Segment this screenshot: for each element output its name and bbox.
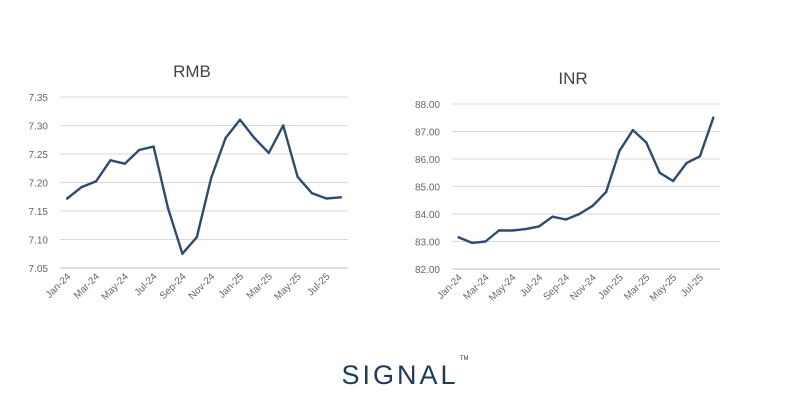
rmb-x-tick-label: Jan-25 bbox=[217, 271, 247, 301]
inr-data-point bbox=[551, 215, 554, 218]
inr-data-point bbox=[524, 227, 527, 231]
rmb-data-point bbox=[267, 151, 270, 155]
inr-y-tick-label: 85.00 bbox=[415, 183, 440, 194]
inr-data-point bbox=[618, 149, 621, 152]
rmb-data-point bbox=[210, 176, 213, 180]
inr-x-tick-label: Nov-24 bbox=[568, 272, 599, 303]
inr-chart-title: INR bbox=[558, 69, 587, 88]
rmb-chart-title: RMB bbox=[173, 62, 211, 81]
rmb-data-point bbox=[166, 206, 170, 210]
rmb-data-point bbox=[94, 180, 98, 183]
inr-y-tick-label: 87.00 bbox=[415, 128, 440, 139]
rmb-y-tick-label: 7.25 bbox=[29, 150, 49, 161]
rmb-data-point bbox=[339, 196, 342, 199]
rmb-x-tick-label: Mar-25 bbox=[245, 271, 275, 301]
inr-data-point bbox=[578, 212, 581, 216]
rmb-x-tick-label: Nov-24 bbox=[187, 271, 218, 302]
rmb-x-tick-label: May-24 bbox=[100, 271, 132, 303]
inr-x-tick-label: May-25 bbox=[648, 272, 680, 304]
rmb-series-line bbox=[65, 118, 342, 255]
rmb-x-tick-label: Sep-24 bbox=[158, 271, 189, 302]
rmb-data-point bbox=[138, 148, 141, 152]
inr-data-point bbox=[564, 218, 568, 221]
inr-x-tick-label: Mar-25 bbox=[622, 272, 652, 302]
rmb-data-point bbox=[238, 118, 242, 122]
inr-data-point bbox=[671, 179, 675, 183]
inr-y-tick-label: 88.00 bbox=[415, 100, 440, 111]
inr-data-point bbox=[511, 229, 514, 232]
inr-y-tick-label: 86.00 bbox=[415, 155, 440, 166]
inr-data-point bbox=[631, 128, 635, 132]
inr-data-point bbox=[658, 171, 661, 174]
rmb-data-point bbox=[253, 136, 256, 140]
inr-data-point bbox=[470, 241, 474, 245]
rmb-data-point bbox=[296, 175, 299, 178]
rmb-data-point bbox=[181, 252, 184, 255]
brand-name: SIGNAL bbox=[341, 360, 459, 390]
signal-logo: SIGNAL TM bbox=[0, 356, 800, 391]
inr-x-tick-label: Mar-24 bbox=[461, 272, 491, 302]
rmb-x-tick-label: Jan-24 bbox=[44, 271, 74, 301]
inr-x-tick-label: Jan-25 bbox=[596, 272, 626, 302]
rmb-data-point bbox=[310, 192, 314, 195]
rmb-data-point bbox=[123, 162, 127, 165]
rmb-y-tick-label: 7.05 bbox=[29, 264, 49, 275]
inr-x-tick-label: Jan-24 bbox=[435, 272, 465, 302]
inr-chart: INR 82.00 83.00 84.00 85.00 86.00 87.00 88.00 Ja… bbox=[415, 69, 720, 304]
rmb-chart: RMB7.057.107.157.207.257.307.35Jan-24Mar… bbox=[29, 62, 348, 303]
rmb-data-point bbox=[152, 145, 155, 148]
rmb-y-tick-label: 7.15 bbox=[29, 207, 49, 218]
rmb-data-point bbox=[282, 124, 285, 127]
rmb-y-tick-label: 7.10 bbox=[29, 236, 49, 247]
inr-data-point bbox=[497, 229, 501, 232]
inr-series-line bbox=[457, 116, 715, 245]
rmb-data-point bbox=[224, 136, 227, 140]
rmb-y-tick-label: 7.20 bbox=[29, 179, 49, 190]
rmb-data-point bbox=[80, 185, 83, 189]
rmb-x-tick-label: Jul-24 bbox=[133, 271, 160, 298]
inr-data-point bbox=[698, 155, 702, 158]
inr-y-tick-label: 82.00 bbox=[415, 265, 440, 276]
inr-x-tick-label: Sep-24 bbox=[541, 272, 572, 303]
inr-data-point bbox=[604, 190, 608, 194]
inr-y-tick-label: 84.00 bbox=[415, 210, 440, 221]
inr-data-point bbox=[591, 204, 594, 207]
inr-data-point bbox=[645, 141, 648, 144]
inr-data-point bbox=[685, 161, 688, 165]
inr-x-tick-label: May-24 bbox=[487, 272, 519, 304]
rmb-y-tick-label: 7.30 bbox=[29, 122, 49, 133]
inr-y-tick-label: 83.00 bbox=[415, 238, 440, 249]
rmb-data-point bbox=[325, 197, 328, 200]
trademark: TM bbox=[459, 356, 469, 362]
inr-x-tick-label: Jul-25 bbox=[679, 272, 706, 299]
rmb-x-tick-label: Mar-24 bbox=[72, 271, 102, 301]
rmb-y-tick-label: 7.35 bbox=[29, 93, 49, 104]
inr-data-point bbox=[484, 240, 487, 243]
inr-data-point bbox=[537, 225, 541, 228]
rmb-data-point bbox=[195, 236, 198, 239]
rmb-x-tick-label: Jul-25 bbox=[305, 271, 332, 298]
rmb-x-tick-label: May-25 bbox=[272, 271, 304, 303]
inr-data-point bbox=[457, 236, 460, 239]
rmb-data-point bbox=[66, 197, 69, 200]
rmb-data-point bbox=[109, 159, 112, 162]
inr-data-point bbox=[712, 116, 715, 119]
